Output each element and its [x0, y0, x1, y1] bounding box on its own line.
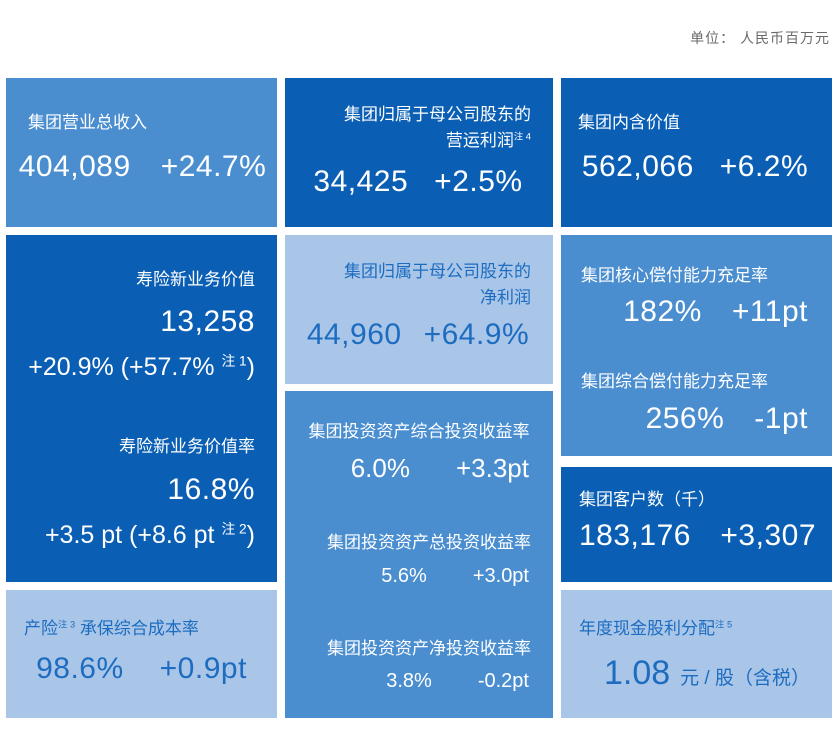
net-profit-label-line1: 集团归属于母公司股东的: [344, 262, 531, 281]
total-yield-change: +3.0pt: [472, 564, 529, 587]
tile-grid: 集团营业总收入 404,089 +24.7% 寿险新业务价值 13,258 +2…: [6, 78, 832, 718]
dividend-label: 年度现金股利分配注 5: [579, 619, 733, 638]
net-profit-value: 44,960: [306, 317, 402, 351]
customers-change: +3,307: [720, 519, 816, 553]
tile-investment-yields: 集团投资资产综合投资收益率 6.0% +3.3pt 集团投资资产总投资收益率 5…: [285, 391, 553, 718]
comprehensive-solvency-label: 集团综合偿付能力充足率: [581, 372, 768, 392]
embedded-value-value: 562,066: [581, 150, 694, 184]
nbv-value: 13,258: [160, 305, 255, 339]
tile-combined-ratio: 产险注 3 承保综合成本率 98.6% +0.9pt: [6, 590, 277, 718]
dividend-value: 1.08: [603, 654, 671, 693]
note-1-ref: 注 1: [221, 354, 247, 370]
nbv-margin-change: +3.5 pt (+8.6 pt 注 2): [44, 520, 255, 549]
embedded-value-label: 集团内含价值: [578, 113, 680, 132]
total-yield-label: 集团投资资产总投资收益率: [327, 533, 531, 553]
comprehensive-solvency-value: 256%: [645, 401, 725, 435]
column-right: 集团内含价值 562,066 +6.2% 集团核心偿付能力充足率 182% +1…: [561, 78, 832, 718]
note-2-ref: 注 2: [221, 521, 247, 537]
net-profit-change: +64.9%: [423, 317, 530, 351]
column-left: 集团营业总收入 404,089 +24.7% 寿险新业务价值 13,258 +2…: [6, 78, 277, 718]
operating-profit-value: 34,425: [313, 164, 409, 198]
net-yield-label: 集团投资资产净投资收益率: [327, 638, 531, 658]
note-5-ref: 注 5: [715, 619, 733, 630]
tile-net-profit: 集团归属于母公司股东的 净利润 44,960 +64.9%: [285, 235, 553, 384]
unit-label: 单位： 人民币百万元: [690, 30, 830, 46]
nbv-label: 寿险新业务价值: [136, 270, 255, 289]
net-profit-label-line2: 净利润: [480, 288, 531, 308]
tile-nbv: 寿险新业务价值 13,258 +20.9% (+57.7% 注 1) 寿险新业务…: [6, 235, 277, 582]
nbv-section: 寿险新业务价值 13,258 +20.9% (+57.7% 注 1): [26, 267, 255, 382]
tile-customers: 集团客户数（千） 183,176 +3,307: [561, 467, 832, 582]
column-middle: 集团归属于母公司股东的 营运利润注 4 34,425 +2.5% 集团归属于母公…: [285, 78, 553, 718]
tile-group-revenue: 集团营业总收入 404,089 +24.7%: [6, 78, 277, 227]
revenue-change: +24.7%: [160, 150, 267, 184]
net-yield-value: 3.8%: [386, 670, 432, 693]
tile-operating-profit: 集团归属于母公司股东的 营运利润注 4 34,425 +2.5%: [285, 78, 553, 227]
revenue-label: 集团营业总收入: [28, 113, 147, 132]
customers-value: 183,176: [579, 519, 691, 553]
tile-embedded-value: 集团内含价值 562,066 +6.2%: [561, 78, 832, 227]
operating-profit-label-line2: 营运利润注 4: [445, 131, 531, 151]
embedded-value-change: +6.2%: [719, 150, 809, 184]
revenue-value: 404,089: [18, 150, 131, 184]
customers-label: 集团客户数（千）: [579, 490, 715, 509]
comprehensive-yield-change: +3.3pt: [455, 453, 529, 484]
dividend-unit: 元 / 股（含税）: [680, 668, 810, 690]
tile-dividend: 年度现金股利分配注 5 1.08 元 / 股（含税）: [561, 590, 832, 718]
combined-ratio-change: +0.9pt: [159, 652, 247, 686]
nbv-margin-label: 寿险新业务价值率: [119, 437, 255, 457]
tile-solvency: 集团核心偿付能力充足率 182% +11pt 集团综合偿付能力充足率 256% …: [561, 235, 832, 456]
comprehensive-yield-value: 6.0%: [350, 453, 410, 484]
nbv-margin-section: 寿险新业务价值率 16.8% +3.5 pt (+8.6 pt 注 2): [26, 434, 255, 549]
comprehensive-yield-label: 集团投资资产综合投资收益率: [308, 422, 530, 441]
note-3-ref: 注 3: [58, 619, 76, 630]
nbv-change: +20.9% (+57.7% 注 1): [28, 353, 255, 382]
core-solvency-value: 182%: [623, 295, 702, 329]
operating-profit-label-line1: 集团归属于母公司股东的: [344, 105, 531, 124]
core-solvency-change: +11pt: [731, 295, 808, 329]
combined-ratio-value: 98.6%: [36, 652, 124, 686]
nbv-margin-value: 16.8%: [167, 472, 255, 506]
net-yield-change: -0.2pt: [477, 670, 529, 693]
comprehensive-solvency-change: -1pt: [754, 401, 808, 435]
operating-profit-change: +2.5%: [434, 164, 523, 198]
combined-ratio-label: 产险注 3 承保综合成本率: [24, 619, 199, 638]
note-4-ref: 注 4: [513, 131, 531, 142]
core-solvency-label: 集团核心偿付能力充足率: [581, 266, 768, 285]
total-yield-value: 5.6%: [381, 564, 427, 587]
